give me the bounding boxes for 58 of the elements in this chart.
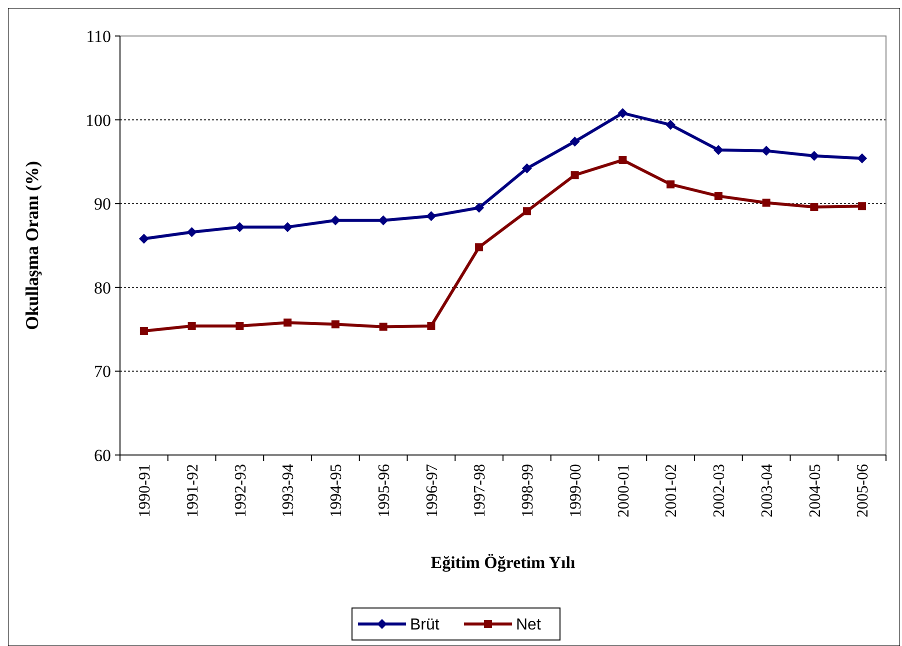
- y-tick-label: 100: [86, 110, 111, 130]
- x-axis-title: Eğitim Öğretim Yılı: [430, 553, 576, 572]
- point: [236, 322, 244, 330]
- point: [186, 227, 197, 238]
- x-tick-label: 1997-98: [472, 464, 489, 518]
- legend-label: Brüt: [410, 616, 440, 634]
- x-tick-label: 1994-95: [328, 464, 346, 518]
- point: [809, 150, 820, 161]
- x-tick-label: 2002-03: [711, 464, 728, 518]
- point: [330, 215, 340, 226]
- point: [713, 144, 724, 155]
- y-tick-label: 80: [94, 278, 111, 298]
- point: [714, 192, 722, 200]
- point: [379, 322, 388, 331]
- x-tick-label: 1996-97: [424, 464, 441, 518]
- y-tick-label: 60: [94, 446, 111, 465]
- point: [522, 163, 532, 174]
- point: [426, 211, 436, 222]
- point: [570, 171, 579, 180]
- x-tick-label: 1998-99: [520, 464, 537, 518]
- point: [761, 146, 772, 156]
- x-tick-label: 2001-02: [663, 464, 680, 518]
- point: [284, 318, 292, 327]
- point: [666, 180, 675, 188]
- x-tick-label: 2004-05: [806, 464, 824, 518]
- x-tick-label: 1999-00: [567, 464, 584, 518]
- x-tick-label: 2005-06: [854, 464, 872, 518]
- point: [618, 108, 628, 118]
- x-tick-label: 1995-96: [376, 464, 393, 518]
- point: [522, 207, 531, 216]
- legend-label: Net: [516, 616, 542, 634]
- point: [140, 326, 148, 335]
- point: [282, 222, 293, 232]
- point: [188, 322, 196, 330]
- x-tick-label: 1993-94: [280, 464, 298, 518]
- x-tick-label: 1992-93: [232, 464, 250, 518]
- x-tick-label: 2000-01: [615, 464, 632, 518]
- x-tick-label: 1990-91: [136, 464, 154, 518]
- point: [475, 243, 484, 252]
- point: [858, 202, 866, 210]
- y-tick-label: 110: [86, 26, 111, 46]
- y-tick-label: 70: [94, 362, 111, 382]
- point: [138, 234, 149, 244]
- point: [762, 198, 770, 207]
- point: [427, 322, 436, 330]
- point: [570, 136, 580, 147]
- y-axis-title: Okullaşma Oranı (%): [22, 160, 42, 330]
- x-tick-label: 2003-04: [758, 464, 776, 518]
- point: [810, 202, 818, 211]
- point: [474, 202, 484, 213]
- point: [857, 153, 868, 164]
- y-tick-label: 90: [94, 194, 111, 214]
- point: [234, 222, 245, 232]
- x-tick-label: 1991-92: [184, 464, 202, 518]
- point: [618, 156, 627, 164]
- point: [331, 320, 340, 328]
- point: [666, 120, 676, 130]
- point: [378, 215, 388, 226]
